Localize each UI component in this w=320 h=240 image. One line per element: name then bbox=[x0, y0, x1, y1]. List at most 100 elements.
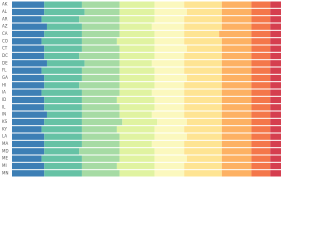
bar-segment bbox=[270, 118, 281, 126]
bar-segment bbox=[270, 126, 281, 133]
bar-segment bbox=[119, 45, 155, 52]
y-tick-label: KS bbox=[2, 119, 8, 124]
bar-segment bbox=[221, 111, 252, 118]
bar-segment bbox=[221, 140, 252, 148]
bar-segment bbox=[184, 111, 222, 118]
bar-segment bbox=[119, 170, 155, 177]
bar-segment bbox=[81, 89, 120, 96]
bar-segment bbox=[184, 30, 220, 38]
page: AK AL AR AZ CA CO CT DC DE FL GA HI IA ID IL IN KS KY LA MA… bbox=[2, 1, 281, 177]
bar-segment bbox=[12, 89, 42, 96]
bar-segment bbox=[221, 148, 252, 155]
bar-segment bbox=[221, 89, 252, 96]
y-tick-label: ME bbox=[2, 156, 8, 161]
bar-segment bbox=[41, 38, 82, 45]
y-tick-label: AR bbox=[2, 16, 8, 21]
bar-segment bbox=[44, 82, 80, 89]
bar-segment bbox=[221, 45, 252, 52]
bar-segment bbox=[219, 30, 252, 38]
bar-segment bbox=[44, 140, 82, 148]
bar-segment bbox=[270, 38, 281, 45]
bar-segment bbox=[44, 170, 82, 177]
bar-segment bbox=[154, 126, 185, 133]
y-tick-label: KY bbox=[2, 126, 7, 131]
bar-segment bbox=[116, 162, 155, 170]
bar-segment bbox=[151, 140, 185, 148]
bar-segment bbox=[251, 30, 271, 38]
bar-segment bbox=[221, 133, 252, 140]
bar-segment bbox=[270, 30, 281, 38]
bar-segment bbox=[270, 155, 281, 162]
bar-segment bbox=[270, 89, 281, 96]
bar-segment bbox=[270, 104, 281, 111]
bar-segment bbox=[84, 8, 120, 16]
bar-segment bbox=[12, 1, 45, 8]
bar-segment bbox=[251, 67, 271, 74]
bar-segment bbox=[221, 74, 252, 82]
bar-segment bbox=[116, 126, 155, 133]
bar-segment bbox=[12, 74, 45, 82]
bar-segment bbox=[221, 38, 252, 45]
bar-segment bbox=[251, 118, 271, 126]
bar-segment bbox=[270, 170, 281, 177]
bar-segment bbox=[12, 111, 47, 118]
bar-segment bbox=[12, 170, 45, 177]
bar-segment bbox=[81, 111, 120, 118]
bar-segment bbox=[270, 8, 281, 16]
bar-segment bbox=[81, 162, 117, 170]
y-tick-label: MI bbox=[2, 163, 7, 168]
bar-segment bbox=[116, 96, 155, 104]
bar-segment bbox=[84, 60, 120, 67]
bar-segment bbox=[221, 60, 252, 67]
bar-segment bbox=[251, 52, 271, 60]
bar-segment bbox=[221, 118, 252, 126]
bar-segment bbox=[12, 118, 45, 126]
bar-segment bbox=[79, 148, 120, 155]
bar-segment bbox=[12, 38, 42, 45]
bar-segment bbox=[270, 82, 281, 89]
bar-segment bbox=[12, 140, 45, 148]
bar-segment bbox=[270, 67, 281, 74]
bar-segment bbox=[221, 8, 252, 16]
bar-segment bbox=[81, 170, 120, 177]
bar-segment bbox=[186, 74, 222, 82]
bar-segment bbox=[12, 148, 45, 155]
bar-segment bbox=[251, 23, 271, 30]
bar-segment bbox=[151, 89, 185, 96]
bar-segment bbox=[154, 133, 187, 140]
bar-segment bbox=[151, 60, 185, 67]
bar-segment bbox=[44, 96, 82, 104]
bar-segment bbox=[270, 45, 281, 52]
bar-segment bbox=[154, 1, 185, 8]
bar-segment bbox=[184, 16, 222, 23]
bar-segment bbox=[12, 60, 47, 67]
bar-segment bbox=[119, 133, 155, 140]
bar-segment bbox=[12, 8, 45, 16]
bar-segment bbox=[221, 155, 252, 162]
y-tick-label: DE bbox=[2, 60, 8, 65]
bar-segment bbox=[270, 1, 281, 8]
bar-segment bbox=[154, 96, 185, 104]
bar-segment bbox=[44, 8, 85, 16]
y-tick-label: FL bbox=[2, 68, 7, 73]
bar-segment bbox=[81, 104, 120, 111]
bar-segment bbox=[119, 52, 155, 60]
y-tick-label: CA bbox=[2, 31, 8, 36]
bar-segment bbox=[44, 74, 82, 82]
bar-segment bbox=[221, 82, 252, 89]
bar-segment bbox=[116, 38, 155, 45]
y-tick-label: IN bbox=[2, 112, 6, 117]
bar-segment bbox=[251, 96, 271, 104]
bar-segment bbox=[251, 8, 271, 16]
bar-segment bbox=[251, 74, 271, 82]
bar-segment bbox=[251, 133, 271, 140]
bar-segment bbox=[79, 16, 120, 23]
bar-segment bbox=[251, 82, 271, 89]
bar-segment bbox=[119, 148, 155, 155]
y-tick-label: IA bbox=[2, 90, 6, 95]
bar-segment bbox=[221, 52, 252, 60]
bar-segment bbox=[221, 162, 252, 170]
bar-segment bbox=[81, 23, 120, 30]
bar-segment bbox=[12, 67, 42, 74]
bar-segment bbox=[12, 162, 45, 170]
